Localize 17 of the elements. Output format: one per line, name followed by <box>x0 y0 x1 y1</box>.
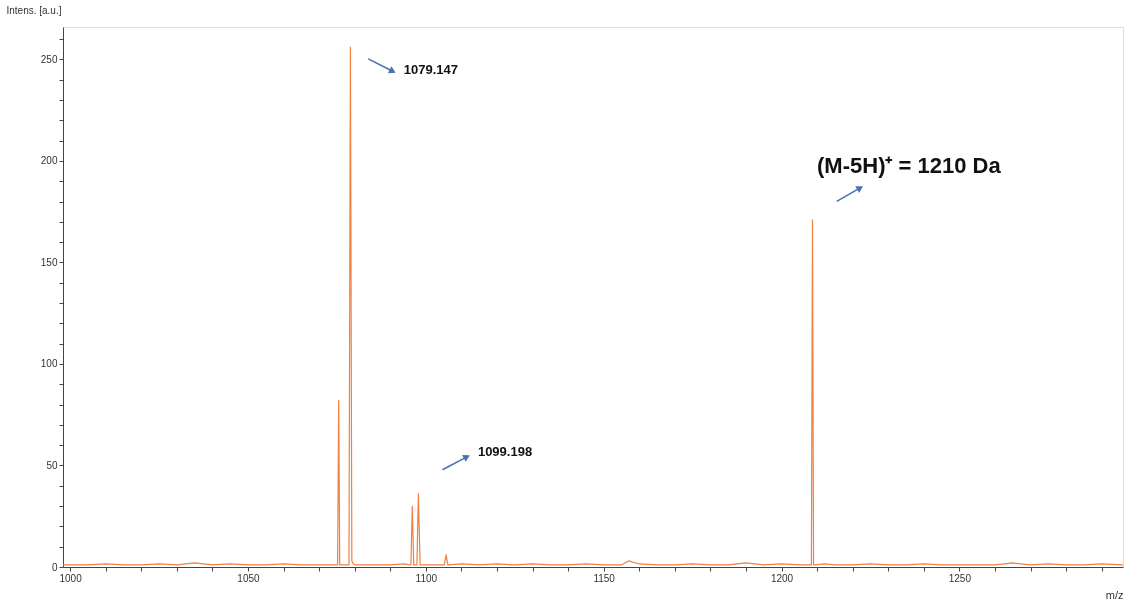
x-tick-label: 1250 <box>948 572 972 584</box>
x-tick-label: 1050 <box>237 572 261 584</box>
y-tick-label: 200 <box>40 155 58 167</box>
y-axis-title: Intens. [a.u.] <box>6 4 62 16</box>
x-axis-title: m/z <box>1105 588 1124 601</box>
y-tick-label: 150 <box>40 256 58 268</box>
x-tick-label: 1100 <box>415 572 438 584</box>
x-tick-label: 1000 <box>59 572 83 584</box>
annotation: 1099.198 <box>477 443 533 459</box>
y-tick-label: 50 <box>46 460 58 471</box>
annotation: (M-5H)⁺ = 1210 Da <box>817 153 1002 179</box>
y-tick-label: 0 <box>51 561 58 573</box>
y-tick-label: 100 <box>40 358 58 370</box>
x-tick-label: 1150 <box>593 572 616 584</box>
annotation: 1079.147 <box>403 61 458 77</box>
y-tick-label: 250 <box>40 53 58 65</box>
x-tick-label: 1200 <box>770 572 794 584</box>
